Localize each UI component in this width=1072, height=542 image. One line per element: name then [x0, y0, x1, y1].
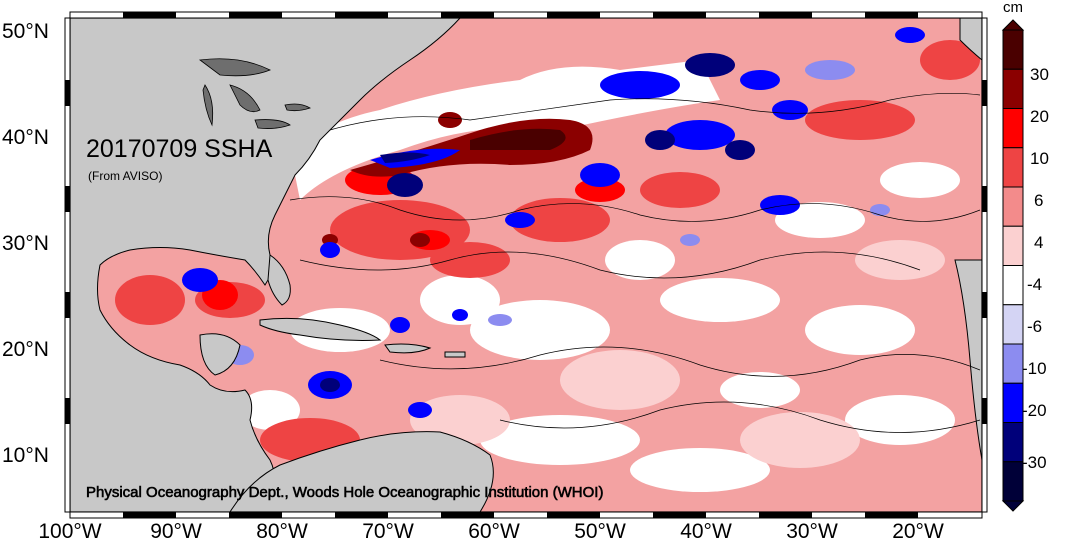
- colorbar-tick: 10: [1030, 149, 1049, 168]
- florida: [267, 254, 291, 306]
- lon-label: 40°W: [680, 520, 732, 542]
- colorbar-tick: -4: [1027, 275, 1042, 294]
- colorbar-cell: [1002, 304, 1024, 345]
- colorbar-cell: [1002, 147, 1024, 188]
- lon-label: 70°W: [362, 520, 414, 542]
- contour-lines: [289, 93, 981, 433]
- cuba: [259, 317, 382, 341]
- colorbar-cell: [1002, 422, 1024, 463]
- lat-label: 50°N: [2, 20, 49, 43]
- latitude-labels: 50°N 40°N 30°N 20°N 10°N: [2, 20, 49, 467]
- map-plot-area: [70, 18, 982, 512]
- puerto-rico: [444, 351, 466, 358]
- map-title: 20170709 SSHA: [86, 135, 273, 163]
- source-note: (From AVISO): [88, 169, 162, 183]
- colorbar-tick: 20: [1030, 107, 1049, 126]
- colorbar-cell: [1002, 29, 1024, 70]
- land-masses: [70, 18, 982, 512]
- colorbar-cell: [1002, 382, 1024, 423]
- colorbar-tick: 30: [1030, 65, 1049, 84]
- colorbar-tick: -6: [1027, 317, 1042, 336]
- colorbar-tick: -10: [1022, 359, 1047, 378]
- colorbar-tick: -20: [1022, 401, 1047, 420]
- lon-label: 30°W: [786, 520, 838, 542]
- colorbar-cell: [1002, 265, 1024, 306]
- lon-label: 20°W: [892, 520, 944, 542]
- colorbar-tick: 4: [1034, 233, 1043, 252]
- lon-label: 100°W: [38, 520, 101, 542]
- colorbar-cell: [1002, 68, 1024, 109]
- colorbar-cells: [1002, 29, 1024, 502]
- colorbar-cell: [1002, 108, 1024, 149]
- colorbar-cell: [1002, 225, 1024, 266]
- great-lakes: [198, 58, 311, 129]
- credit-text: Physical Oceanography Dept., Woods Hole …: [86, 484, 603, 501]
- colorbar-tick-labels: 30 20 10 6 4 -4 -6 -10 -20 -30: [1022, 65, 1049, 472]
- hispaniola: [384, 343, 432, 354]
- colorbar-cell: [1002, 343, 1024, 384]
- lat-label: 10°N: [2, 444, 49, 467]
- longitude-labels: 100°W 90°W 80°W 70°W 60°W 50°W 40°W 30°W…: [38, 520, 944, 542]
- colorbar-top-arrow: [1001, 19, 1025, 31]
- yucatan: [199, 333, 241, 376]
- negative-anomaly-eddies: [74, 27, 925, 418]
- lon-label: 60°W: [468, 520, 520, 542]
- colorbar-tick: -30: [1022, 453, 1047, 472]
- colorbar-unit: cm: [1003, 0, 1023, 16]
- lat-label: 30°N: [2, 232, 49, 255]
- lon-label: 80°W: [256, 520, 308, 542]
- africa: [954, 259, 982, 461]
- north-america: [70, 18, 461, 512]
- colorbar-bottom-arrow: [1001, 500, 1025, 512]
- colorbar-cell: [1002, 186, 1024, 227]
- lat-label: 40°N: [2, 126, 49, 149]
- colorbar-tick: 6: [1034, 191, 1043, 210]
- lon-label: 90°W: [150, 520, 202, 542]
- south-america: [229, 431, 494, 512]
- map-frame: [64, 11, 988, 519]
- lat-label: 20°N: [2, 338, 49, 361]
- colorbar-cell: [1002, 461, 1024, 502]
- lon-label: 50°W: [574, 520, 626, 542]
- colorbar: cm 30 20 10 6 4 -4 -6 -10 -20 -30: [1001, 0, 1049, 512]
